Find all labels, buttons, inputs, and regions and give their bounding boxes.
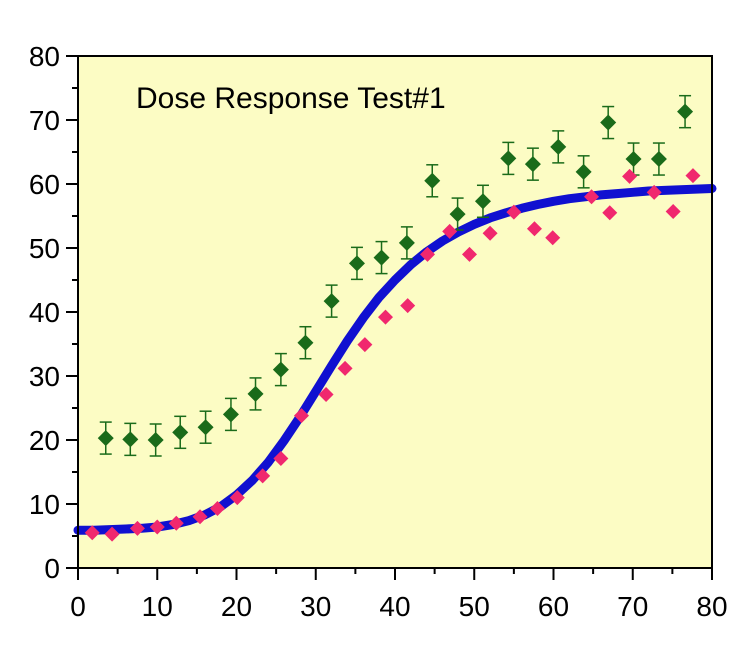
green-diamond-point (600, 114, 617, 131)
chart-title: Dose Response Test#1 (136, 82, 446, 115)
green-diamond-point (424, 172, 441, 189)
fitted-curve-layer (73, 184, 717, 535)
pink-diamond-point (129, 520, 145, 536)
green-diamond-point (247, 385, 264, 402)
pink-diamond-point (357, 337, 373, 353)
pink-diamond-point (526, 221, 542, 237)
green-diamond-point (147, 432, 164, 448)
pink-diamond-point (665, 204, 681, 220)
pink-diamond-point (584, 189, 600, 205)
green-diamond-point (650, 151, 667, 168)
green-diamond-point (272, 361, 289, 378)
x-tick-label: 60 (538, 591, 569, 622)
x-tick-label: 40 (379, 591, 410, 622)
pink-diamond-point (377, 309, 393, 325)
data-points-layer (84, 94, 701, 542)
x-tick-label: 10 (142, 591, 173, 622)
y-tick-label: 30 (29, 361, 60, 392)
green-diamond-point (474, 193, 491, 210)
x-tick-label: 80 (696, 591, 727, 622)
y-tick-label: 50 (29, 233, 60, 264)
green-diamond-point (524, 156, 541, 173)
green-diamond-point (297, 334, 314, 351)
green-diamond-point (625, 151, 642, 168)
x-tick-label: 0 (70, 591, 86, 622)
pink-diamond-point (442, 223, 458, 239)
pink-diamond-point (622, 168, 638, 184)
pink-diamond-point (229, 490, 245, 506)
pink-diamond-point (255, 468, 271, 484)
fitted-curve (73, 184, 717, 535)
pink-diamond-point (104, 526, 120, 542)
x-tick-label: 20 (221, 591, 252, 622)
green-diamond-point (172, 424, 189, 441)
green-diamond-point (222, 406, 239, 423)
pink-diamond-point (84, 525, 100, 541)
axes-layer: 0 10 20 30 40 50 60 70 80 0 10 20 30 40 50 60 70 80 (29, 41, 728, 622)
green-diamond-point (449, 206, 466, 223)
green-diamond-point (398, 234, 415, 251)
green-diamond-point (373, 249, 390, 266)
pink-diamond-point (192, 509, 208, 525)
pink-diamond-point (685, 168, 701, 184)
green-diamond-point (677, 103, 694, 120)
pink-diamond-point (209, 500, 225, 516)
green-diamond-point (550, 138, 567, 155)
y-tick-label: 10 (29, 489, 60, 520)
pink-diamond-point (602, 205, 618, 221)
green-diamond-point (348, 255, 365, 272)
x-tick-label: 30 (300, 591, 331, 622)
y-tick-label: 80 (29, 41, 60, 72)
pink-diamond-point (419, 246, 435, 262)
green-diamond-point (97, 430, 114, 447)
y-tick-label: 70 (29, 105, 60, 136)
pink-diamond-point (318, 387, 334, 403)
pink-diamond-point (482, 225, 498, 241)
green-diamond-point (323, 293, 340, 310)
pink-diamond-point (149, 519, 165, 535)
y-tick-label: 0 (44, 553, 60, 584)
pink-diamond-point (545, 230, 561, 246)
plot-area-background (78, 56, 712, 568)
y-tick-label: 60 (29, 169, 60, 200)
x-tick-label: 50 (459, 591, 490, 622)
pink-diamond-point (461, 246, 477, 262)
x-tick-label: 70 (617, 591, 648, 622)
green-diamond-point (197, 419, 214, 436)
green-diamond-point (575, 163, 592, 180)
pink-diamond-point (293, 408, 309, 424)
y-tick-label: 20 (29, 425, 60, 456)
green-diamond-point (122, 431, 139, 448)
y-tick-label: 40 (29, 297, 60, 328)
pink-diamond-point (337, 360, 353, 376)
green-diamond-point (500, 150, 517, 167)
pink-diamond-point (400, 298, 416, 314)
pink-diamond-point (646, 184, 662, 200)
pink-diamond-point (506, 204, 522, 220)
pink-diamond-point (273, 451, 289, 467)
pink-diamond-point (168, 515, 184, 531)
